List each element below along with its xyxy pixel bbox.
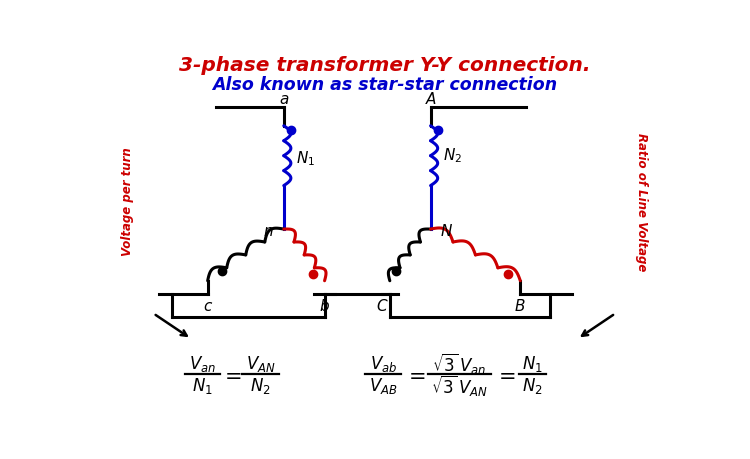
Text: N: N: [440, 224, 452, 239]
Text: 3-phase transformer Y-Y connection.: 3-phase transformer Y-Y connection.: [178, 56, 590, 75]
Text: $=$: $=$: [220, 365, 242, 385]
Text: $N_2$: $N_2$: [442, 146, 462, 165]
Text: a: a: [279, 92, 289, 107]
Text: b: b: [320, 299, 329, 314]
Text: C: C: [376, 299, 387, 314]
Text: $N_1$: $N_1$: [192, 375, 213, 396]
Text: Also known as star-star connection: Also known as star-star connection: [211, 76, 557, 94]
Text: B: B: [515, 299, 526, 314]
Text: Ratio of Line Voltage: Ratio of Line Voltage: [634, 133, 647, 271]
Text: $\sqrt{3}\,V_{AN}$: $\sqrt{3}\,V_{AN}$: [431, 373, 488, 398]
Text: $N_1$: $N_1$: [522, 354, 543, 374]
Text: $V_{AN}$: $V_{AN}$: [245, 354, 275, 374]
Text: Voltage per turn: Voltage per turn: [122, 147, 134, 256]
Text: $=$: $=$: [494, 365, 516, 385]
Text: $V_{ab}$: $V_{ab}$: [370, 354, 397, 374]
Text: A: A: [425, 92, 436, 107]
Text: c: c: [203, 299, 211, 314]
Text: $V_{an}$: $V_{an}$: [189, 354, 216, 374]
Text: $V_{AB}$: $V_{AB}$: [369, 375, 398, 396]
Text: $N_1$: $N_1$: [296, 149, 315, 168]
Text: $N_2$: $N_2$: [250, 375, 271, 396]
Text: $N_2$: $N_2$: [522, 375, 542, 396]
Text: $\sqrt{3}\,V_{an}$: $\sqrt{3}\,V_{an}$: [432, 352, 487, 376]
Text: n: n: [263, 224, 273, 239]
Text: $=$: $=$: [404, 365, 425, 385]
